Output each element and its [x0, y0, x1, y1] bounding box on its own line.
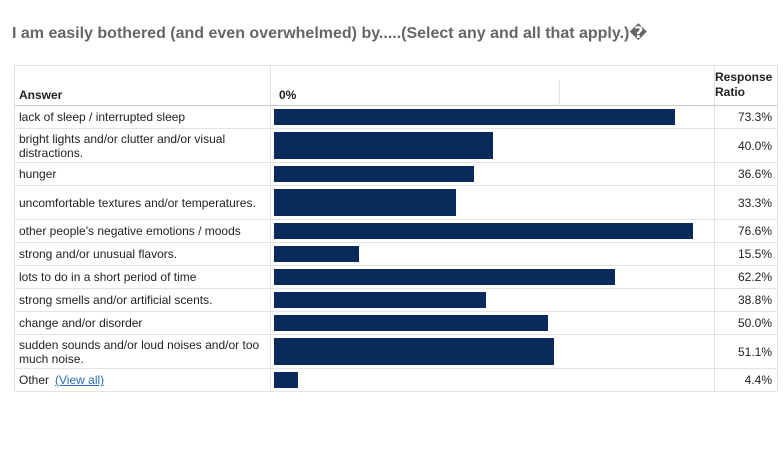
answer-label: change and/or disorder	[15, 312, 271, 334]
response-bar	[274, 269, 615, 285]
answer-rows: lack of sleep / interrupted sleep 73.3% br…	[15, 106, 777, 392]
response-ratio-value: 62.2%	[737, 270, 772, 284]
table-header: Answer 0% Response Ratio	[15, 66, 777, 106]
table-row: other people's negative emotions / moods…	[15, 220, 777, 243]
response-ratio-value: 50.0%	[737, 316, 772, 330]
response-bar	[274, 372, 299, 388]
answer-text: lots to do in a short period of time	[19, 270, 197, 284]
bar-cell	[271, 129, 715, 162]
response-bar	[274, 246, 359, 262]
answer-label: lots to do in a short period of time	[15, 266, 271, 288]
table-row: strong and/or unusual flavors. 15.5%	[15, 243, 777, 266]
answer-text: bright lights and/or clutter and/or visu…	[19, 131, 226, 160]
response-ratio-value: 15.5%	[737, 247, 772, 261]
response-ratio-header-line2: Ratio	[715, 85, 745, 99]
bar-cell	[271, 312, 715, 334]
table-row: sudden sounds and/or loud noises and/or …	[15, 335, 777, 369]
response-table: Answer 0% Response Ratio lack of sleep /…	[14, 65, 778, 392]
bar-cell	[271, 266, 715, 288]
response-ratio-value: 76.6%	[737, 224, 772, 238]
response-ratio-value: 36.6%	[737, 167, 772, 181]
answer-label: Other (View all)	[15, 369, 271, 391]
response-bar	[274, 338, 554, 365]
bar-cell	[271, 243, 715, 265]
response-ratio-value: 73.3%	[737, 110, 772, 124]
response-bar	[274, 223, 694, 239]
bar-cell	[271, 335, 715, 368]
answer-text: uncomfortable textures and/or temperatur…	[19, 195, 256, 210]
table-row: lots to do in a short period of time 62.2…	[15, 266, 777, 289]
table-row: Other (View all) 4.4%	[15, 369, 777, 392]
answer-text: change and/or disorder	[19, 316, 143, 330]
answer-label: strong smells and/or artificial scents.	[15, 289, 271, 311]
answer-text: sudden sounds and/or loud noises and/or …	[19, 337, 260, 366]
answer-label: bright lights and/or clutter and/or visu…	[15, 129, 271, 162]
response-ratio-value: 51.1%	[737, 344, 772, 359]
bar-cell	[271, 163, 715, 185]
bar-column-header: 0%	[271, 66, 715, 105]
answer-text: strong and/or unusual flavors.	[19, 247, 178, 261]
table-row: change and/or disorder 50.0%	[15, 312, 777, 335]
bar-cell	[271, 106, 715, 128]
response-bar	[274, 189, 457, 216]
answer-column-header: Answer	[15, 66, 271, 105]
bar-cell	[271, 369, 715, 391]
table-row: bright lights and/or clutter and/or visu…	[15, 129, 777, 163]
answer-label: other people's negative emotions / moods	[15, 220, 271, 242]
question-title: I am easily bothered (and even overwhelm…	[12, 25, 648, 42]
bar-cell	[271, 186, 715, 219]
answer-text: other people's negative emotions / moods	[19, 224, 241, 238]
bar-cell	[271, 289, 715, 311]
answer-text: hunger	[19, 167, 57, 181]
response-bar	[274, 315, 548, 331]
answer-label: hunger	[15, 163, 271, 185]
answer-text: lack of sleep / interrupted sleep	[19, 110, 186, 124]
response-ratio-value: 40.0%	[737, 138, 772, 153]
table-row: uncomfortable textures and/or temperatur…	[15, 186, 777, 220]
response-ratio-value: 38.8%	[737, 293, 772, 307]
scale-midline	[559, 80, 560, 105]
response-bar	[274, 166, 475, 182]
answer-label: uncomfortable textures and/or temperatur…	[15, 186, 271, 219]
answer-label: strong and/or unusual flavors.	[15, 243, 271, 265]
answer-label: sudden sounds and/or loud noises and/or …	[15, 335, 271, 368]
response-ratio-header-line1: Response	[715, 70, 773, 84]
response-bar	[274, 132, 493, 159]
answer-text: Other	[19, 373, 50, 387]
response-bar	[274, 292, 487, 308]
response-ratio-header: Response Ratio	[715, 66, 775, 105]
answer-label: lack of sleep / interrupted sleep	[15, 106, 271, 128]
response-bar	[274, 109, 676, 125]
view-all-link[interactable]: (View all)	[55, 373, 105, 387]
answer-text: strong smells and/or artificial scents.	[19, 293, 213, 307]
table-row: strong smells and/or artificial scents. 3…	[15, 289, 777, 312]
scale-start-label: 0%	[279, 88, 297, 102]
bar-cell	[271, 220, 715, 242]
table-row: lack of sleep / interrupted sleep 73.3%	[15, 106, 777, 129]
response-ratio-value: 33.3%	[737, 195, 772, 210]
table-row: hunger 36.6%	[15, 163, 777, 186]
response-ratio-value: 4.4%	[744, 373, 772, 387]
